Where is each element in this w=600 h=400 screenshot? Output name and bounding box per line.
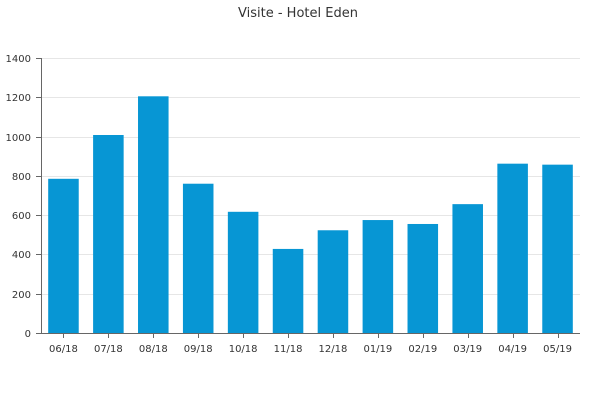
chart-title: Visite - Hotel Eden [238, 6, 358, 21]
bar [542, 164, 573, 333]
x-tick-label: 12/18 [319, 344, 348, 355]
bar [93, 135, 124, 333]
y-tick-label: 0 [25, 329, 31, 340]
y-tick-label: 400 [12, 250, 31, 261]
x-tick-label: 10/18 [229, 344, 258, 355]
gridlines [41, 58, 580, 295]
y-tick-label: 1400 [6, 54, 31, 65]
bars [48, 96, 573, 333]
x-tick-label: 02/19 [408, 344, 437, 355]
y-tick-label: 600 [12, 211, 31, 222]
bar [407, 223, 439, 333]
bar [497, 163, 528, 333]
x-tick-label: 08/18 [139, 344, 168, 355]
axes [36, 58, 580, 338]
x-tick-label: 01/19 [363, 344, 392, 355]
x-tick-label: 05/19 [543, 344, 572, 355]
x-tick-label: 09/18 [184, 344, 213, 355]
bar [452, 204, 483, 333]
x-tick-label: 07/18 [94, 344, 123, 355]
x-tick-label: 11/18 [274, 344, 303, 355]
bar [138, 96, 169, 333]
x-tick-label: 03/19 [453, 344, 482, 355]
bar [317, 230, 349, 333]
y-tick-label: 200 [12, 290, 31, 301]
x-tick-labels: 06/18 07/18 08/18 09/18 10/18 11/18 12/18 01/19… [49, 344, 572, 355]
y-tick-label: 1000 [6, 133, 31, 144]
y-tick-label: 800 [12, 172, 31, 183]
bar [48, 178, 79, 333]
y-tick-label: 1200 [6, 93, 31, 104]
bar [362, 220, 394, 333]
x-tick-label: 06/18 [49, 344, 78, 355]
bar [227, 211, 259, 333]
y-tick-labels: 0 200 400 600 800 1000 1200 1400 [6, 54, 31, 340]
x-tick-label: 04/19 [498, 344, 527, 355]
bar [272, 248, 304, 333]
bar [182, 183, 214, 333]
